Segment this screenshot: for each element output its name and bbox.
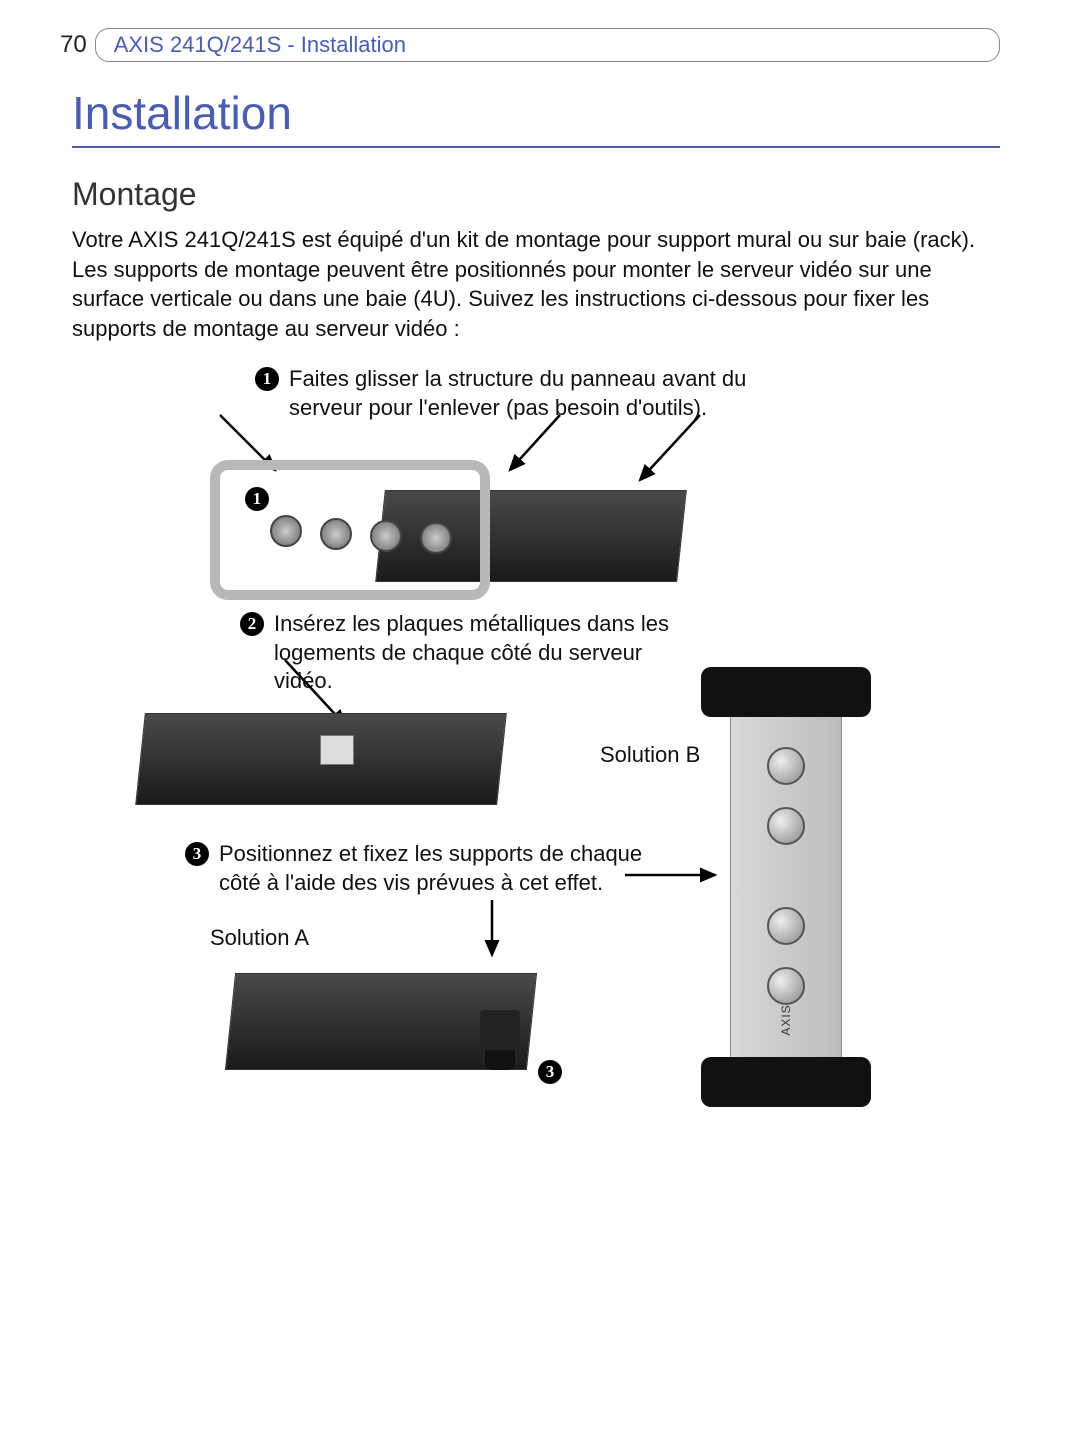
arrow-icon: [625, 865, 735, 895]
page-number: 70: [60, 31, 87, 59]
step-2-bullet-icon: 2: [240, 612, 264, 636]
section-heading: Montage: [72, 176, 197, 213]
figure-step-2: [140, 695, 510, 815]
step-3-text: Positionnez et fixez les supports de cha…: [219, 840, 665, 897]
figure-solution-a: [230, 955, 560, 1085]
step-1-text: Faites glisser la structure du panneau a…: [289, 365, 795, 422]
page-header: 70 AXIS 241Q/241S - Installation: [60, 28, 1000, 62]
step-3: 3 Positionnez et fixez les supports de c…: [185, 840, 665, 897]
solution-a-label: Solution A: [210, 925, 309, 951]
header-breadcrumb: AXIS 241Q/241S - Installation: [95, 28, 1000, 62]
step-3-bullet-icon: 3: [185, 842, 209, 866]
intro-paragraph: Votre AXIS 241Q/241S est équipé d'un kit…: [72, 225, 1000, 344]
solution-b-label: Solution B: [600, 742, 700, 768]
page-title: Installation: [72, 86, 1000, 148]
figure-step-1: [210, 460, 690, 600]
step-1-bullet-icon: 1: [255, 367, 279, 391]
figure-1-bullet-icon: 1: [245, 487, 269, 511]
step-1: 1 Faites glisser la structure du panneau…: [255, 365, 795, 422]
figure-solution-b: AXIS: [730, 676, 842, 1098]
figure-solution-a-bullet-icon: 3: [538, 1060, 562, 1084]
device-brand-label: AXIS: [779, 1004, 793, 1035]
